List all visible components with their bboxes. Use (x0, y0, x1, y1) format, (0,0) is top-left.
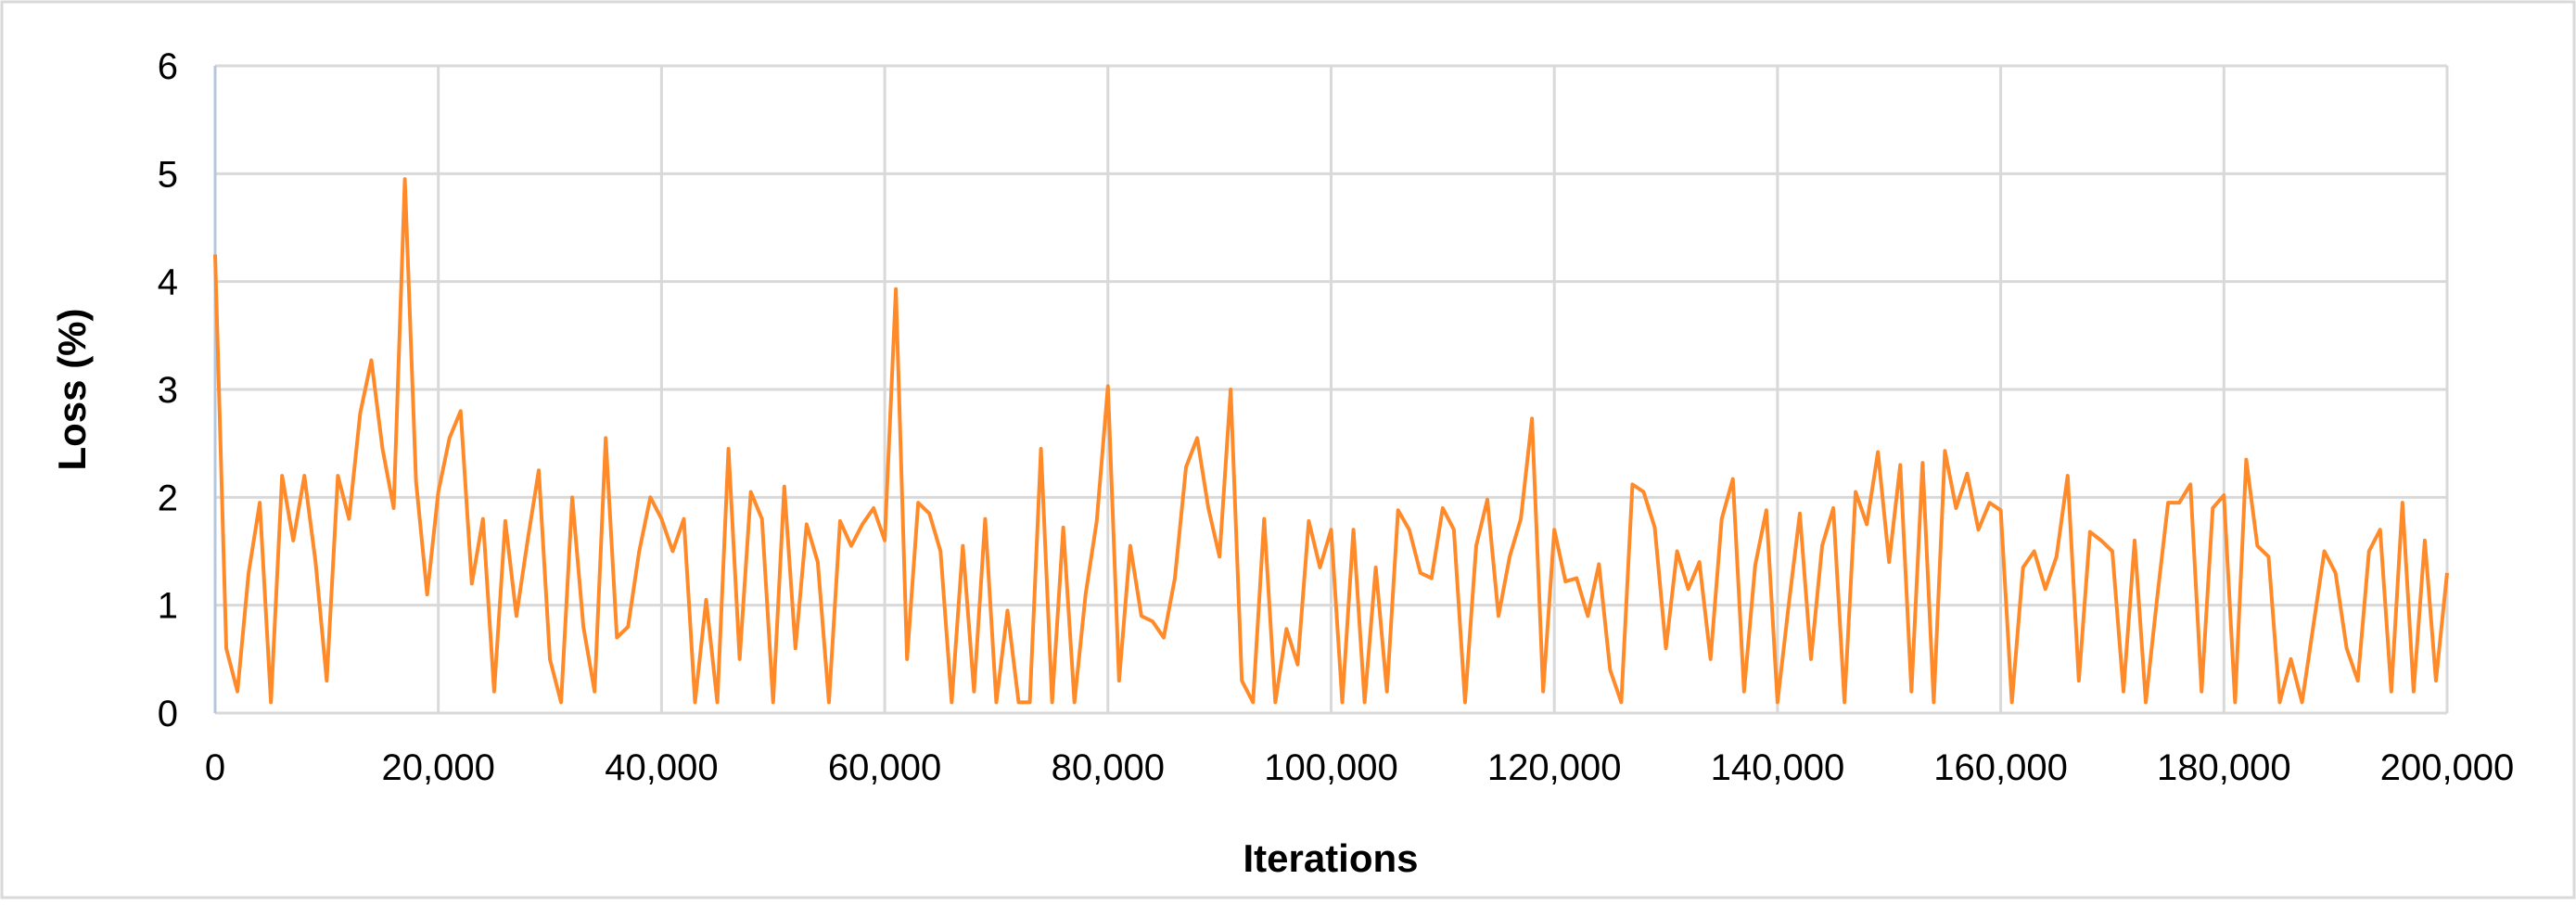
x-tick-label: 100,000 (1264, 747, 1398, 788)
x-tick-label: 160,000 (1933, 747, 2068, 788)
x-tick-label: 120,000 (1487, 747, 1622, 788)
x-tick-label: 40,000 (605, 747, 718, 788)
y-tick-label: 5 (158, 154, 178, 195)
y-tick-label: 3 (158, 370, 178, 411)
grid (213, 64, 2449, 715)
y-tick-label: 0 (158, 694, 178, 734)
tick-labels: 0 1 2 3 4 5 6 0 20,000 40,000 60,000 80,000 100,000 1… (158, 46, 2515, 788)
loss-line (213, 177, 2449, 705)
plot-area (213, 177, 2449, 705)
y-tick-label: 6 (158, 46, 178, 87)
x-tick-label: 0 (205, 747, 225, 788)
y-tick-label: 1 (158, 586, 178, 627)
y-tick-label: 2 (158, 478, 178, 518)
x-axis-title: Iterations (1243, 836, 1418, 880)
x-tick-label: 200,000 (2380, 747, 2515, 788)
x-tick-label: 180,000 (2157, 747, 2291, 788)
y-tick-label: 4 (158, 262, 178, 303)
chart-frame (0, 0, 2576, 899)
x-tick-label: 140,000 (1711, 747, 1845, 788)
x-tick-label: 60,000 (828, 747, 941, 788)
x-tick-label: 80,000 (1052, 747, 1165, 788)
x-tick-label: 20,000 (382, 747, 495, 788)
y-axis-title: Loss (%) (50, 308, 94, 470)
